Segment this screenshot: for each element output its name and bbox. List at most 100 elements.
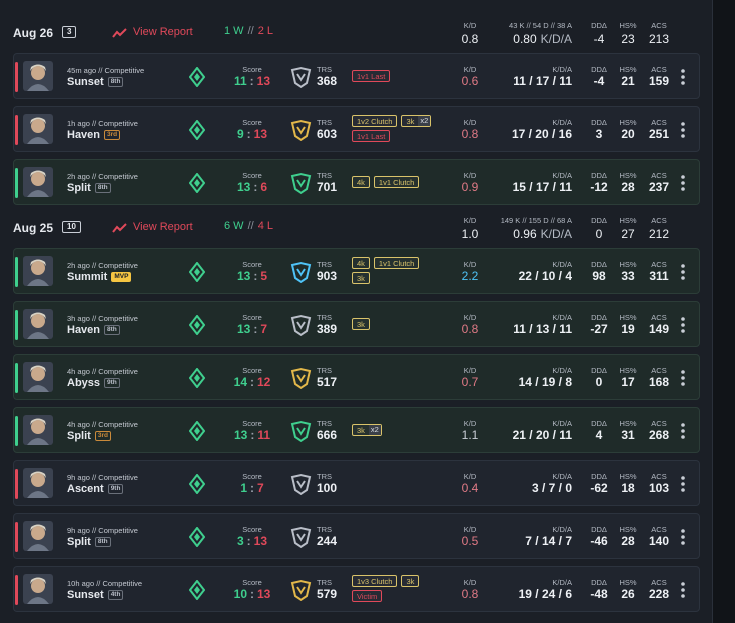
rank-icon: [290, 473, 312, 500]
trs-label: TRS: [317, 419, 332, 428]
losses: 4 L: [257, 220, 273, 232]
acs-label: ACS: [651, 171, 667, 180]
mode-icon: [188, 367, 206, 393]
agent-portrait: [23, 415, 53, 450]
report-icon: [112, 26, 128, 44]
losses: 2 L: [257, 25, 273, 37]
more-menu[interactable]: [680, 316, 686, 339]
map-line: Split 8th: [67, 536, 111, 548]
trs-value: 579: [317, 587, 338, 601]
rank-icon: [290, 367, 312, 394]
match-row[interactable]: 10h ago // Competitive Sunset 4th Score 10:1…: [13, 566, 700, 612]
placement: 8th: [104, 325, 120, 336]
map-name: Abyss: [67, 377, 101, 389]
kda-label: K/D/A: [552, 578, 572, 587]
result-bar: [15, 257, 18, 287]
more-menu[interactable]: [680, 369, 686, 392]
trs-label: TRS: [317, 525, 332, 534]
score-colon: :: [250, 587, 254, 601]
badge-line: Victim: [352, 590, 386, 602]
match-row[interactable]: 9h ago // Competitive Ascent 9th Score 1:7 TR…: [13, 460, 700, 506]
score: 3:13: [237, 534, 267, 548]
dda-value: -62: [590, 481, 608, 495]
more-menu[interactable]: [680, 422, 686, 445]
acs-value: 149: [648, 322, 670, 336]
score-label: Score: [242, 525, 262, 534]
hs-value: 28: [621, 180, 635, 194]
acs-value: 251: [648, 127, 670, 141]
stat-label: HS%: [619, 21, 637, 30]
day-date: Aug 25: [13, 221, 54, 235]
match-time: 10h ago // Competitive: [67, 579, 143, 588]
win-loss: 6 W//4 L: [224, 220, 273, 232]
hs-value: 19: [621, 322, 635, 336]
acs-value: 168: [648, 375, 670, 389]
stat-label: DDΔ: [591, 216, 607, 225]
badge-text: 3k: [406, 576, 415, 586]
score-enemy: 12: [257, 375, 271, 389]
badge-text: 1v1 Last: [357, 71, 386, 81]
more-menu[interactable]: [680, 68, 686, 91]
hs-value: 26: [621, 587, 635, 601]
stat-label: ACS: [651, 216, 667, 225]
result-bar: [15, 168, 18, 198]
match-row[interactable]: 2h ago // Competitive Summit MVP Score 13:5 T…: [13, 248, 700, 294]
match-row[interactable]: 9h ago // Competitive Split 8th Score 3:13 TR…: [13, 513, 700, 559]
map-name: Sunset: [67, 76, 104, 88]
map-name: Split: [67, 536, 91, 548]
match-time: 3h ago // Competitive: [67, 314, 138, 323]
result-bar: [15, 115, 18, 145]
kda-value: 15 / 17 / 11: [512, 180, 572, 194]
kd-value: 0.5: [461, 534, 479, 548]
score-enemy: 6: [260, 180, 268, 194]
match-row[interactable]: 2h ago // Competitive Split 8th Score 13:6 TR…: [13, 159, 700, 205]
score-colon: :: [250, 481, 254, 495]
more-menu[interactable]: [680, 475, 686, 498]
placement: MVP: [111, 272, 132, 283]
map-line: Sunset 8th: [67, 76, 124, 88]
badge-text: 1v1 Clutch: [378, 258, 415, 268]
hs-value: 31: [621, 428, 635, 442]
kd-label: K/D: [463, 118, 477, 127]
badge-text: 3k: [357, 319, 365, 329]
score-team: 9: [236, 127, 244, 141]
kda-unit: K/D/A: [540, 227, 572, 241]
badge: 1v1 Last: [352, 130, 391, 142]
dda-value: -46: [590, 534, 608, 548]
hs-value: 28: [621, 534, 635, 548]
more-menu[interactable]: [680, 121, 686, 144]
match-row[interactable]: 1h ago // Competitive Haven 3rd Score 9:13 TR…: [13, 106, 700, 152]
match-row[interactable]: 4h ago // Competitive Abyss 9th Score 14:12 T…: [13, 354, 700, 400]
view-report[interactable]: View Report: [133, 26, 193, 38]
score: 13:7: [237, 322, 267, 336]
score-enemy: 11: [257, 428, 271, 442]
view-report[interactable]: View Report: [133, 221, 193, 233]
map-name: Haven: [67, 324, 101, 336]
dda-value: -48: [590, 587, 608, 601]
hs-value: 20: [621, 127, 635, 141]
map-name: Split: [67, 182, 91, 194]
match-row[interactable]: 4h ago // Competitive Split 3rd Score 13:11 T…: [13, 407, 700, 453]
stat-value: 213: [648, 32, 670, 46]
result-bar: [15, 469, 18, 499]
kda-label: K/D/A: [552, 313, 572, 322]
wins: 6 W: [224, 220, 244, 232]
badge-line: 1v1 Last: [352, 70, 394, 82]
day-count: 3: [62, 26, 77, 38]
more-menu[interactable]: [680, 528, 686, 551]
more-menu[interactable]: [680, 581, 686, 604]
map-line: Abyss 9th: [67, 377, 120, 389]
score-team: 13: [236, 180, 251, 194]
placement: 3rd: [104, 130, 121, 141]
score-colon: :: [249, 74, 254, 88]
more-menu[interactable]: [680, 263, 686, 286]
score-label: Score: [242, 366, 262, 375]
badge-line: 4k 1v1 Clutch: [352, 176, 423, 188]
kd-value: 0.8: [461, 322, 479, 336]
acs-value: 237: [648, 180, 670, 194]
more-menu[interactable]: [680, 174, 686, 197]
match-row[interactable]: 45m ago // Competitive Sunset 8th Score 11:1…: [13, 53, 700, 99]
sep: //: [247, 25, 254, 37]
kd-value: 0.6: [461, 74, 479, 88]
match-row[interactable]: 3h ago // Competitive Haven 8th Score 13:7 TR…: [13, 301, 700, 347]
